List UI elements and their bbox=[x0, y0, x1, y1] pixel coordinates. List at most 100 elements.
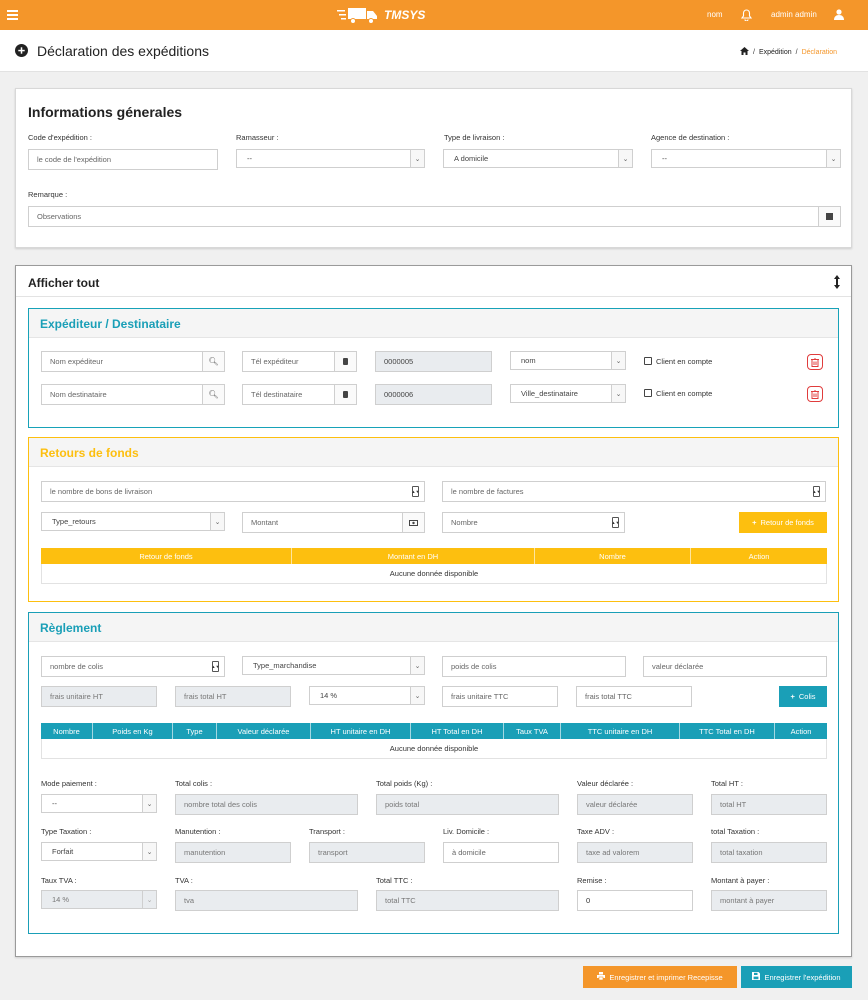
total-taxation-field: total taxation bbox=[711, 842, 827, 863]
taux-tva-select: 14 % ⌄ bbox=[41, 890, 157, 909]
remise-label: Remise : bbox=[577, 876, 607, 885]
liv-domicile-input[interactable]: à domicile bbox=[443, 842, 559, 863]
type-livraison-select[interactable]: A domicile ⌄ bbox=[443, 149, 633, 168]
nom-expediteur-input[interactable]: Nom expéditeur 🔍︎ bbox=[41, 351, 225, 372]
top-bar: TMSYS nom admin admin bbox=[0, 0, 868, 30]
search-icon[interactable]: 🔍︎ bbox=[202, 385, 224, 404]
nom-select[interactable]: nom ⌄ bbox=[510, 351, 626, 370]
colis-col-header: Taux TVA bbox=[504, 723, 561, 739]
poids-colis-input[interactable]: poids de colis bbox=[442, 656, 626, 677]
code-destinataire-field: 0000006 bbox=[375, 384, 492, 405]
general-info-title: Informations génerales bbox=[28, 104, 183, 120]
total-taxation-label: total Taxation : bbox=[711, 827, 760, 836]
factures-input[interactable]: le nombre de factures ▲▼ bbox=[442, 481, 826, 502]
spinner-icon[interactable]: ▲▼ bbox=[412, 486, 419, 497]
retours-col-header: Montant en DH bbox=[292, 548, 535, 564]
frais-total-ht-field: frais total HT bbox=[175, 686, 291, 707]
save-print-button[interactable]: Enregistrer et imprimer Recepisse bbox=[583, 966, 737, 988]
type-taxation-select[interactable]: Forfait ⌄ bbox=[41, 842, 157, 861]
total-ttc-field: total TTC bbox=[376, 890, 559, 911]
chevron-down-icon: ⌄ bbox=[611, 352, 625, 369]
total-colis-label: Total colis : bbox=[175, 779, 213, 788]
nombre-placeholder: Nombre bbox=[451, 518, 478, 527]
brand-name: TMSYS bbox=[384, 8, 426, 22]
bons-livraison-input[interactable]: le nombre de bons de livraison ▲▼ bbox=[41, 481, 425, 502]
colis-button-label: Colis bbox=[798, 692, 816, 701]
reglement-title: Règlement bbox=[40, 621, 102, 635]
montant-payer-label: Montant à payer : bbox=[711, 876, 770, 885]
frais-total-ttc-input[interactable]: frais total TTC bbox=[576, 686, 692, 707]
tva-select[interactable]: 14 % ⌄ bbox=[309, 686, 425, 705]
remise-input[interactable]: 0 bbox=[577, 890, 693, 911]
chevron-down-icon: ⌄ bbox=[142, 843, 156, 860]
nom-destinataire-input[interactable]: Nom destinataire 🔍︎ bbox=[41, 384, 225, 405]
colis-col-header: HT unitaire en DH bbox=[311, 723, 411, 739]
delete-expediteur-trash-icon[interactable] bbox=[807, 354, 823, 370]
delete-destinataire-trash-icon[interactable] bbox=[807, 386, 823, 402]
montant-placeholder: Montant bbox=[251, 518, 279, 527]
factures-placeholder: le nombre de factures bbox=[451, 487, 524, 496]
tel-expediteur-input[interactable]: Tél expéditeur bbox=[242, 351, 357, 372]
top-nom-link[interactable]: nom bbox=[707, 10, 723, 19]
retours-section: Retours de fonds bbox=[28, 437, 839, 602]
client-compte-dest-checkbox[interactable] bbox=[644, 389, 652, 397]
breadcrumb-expedition[interactable]: Expédition bbox=[758, 48, 792, 56]
nombre-input[interactable]: Nombre ▲▼ bbox=[442, 512, 625, 533]
type-marchandise-value: Type_marchandise bbox=[253, 661, 317, 670]
spinner-icon[interactable]: ▲▼ bbox=[612, 517, 619, 528]
user-name[interactable]: admin admin bbox=[771, 10, 817, 19]
afficher-tout-title: Afficher tout bbox=[28, 276, 100, 290]
mode-paiement-select[interactable]: -- ⌄ bbox=[41, 794, 157, 813]
colis-col-header: Valeur déclarée bbox=[217, 723, 311, 739]
home-icon[interactable] bbox=[740, 47, 749, 57]
search-icon[interactable]: 🔍︎ bbox=[202, 352, 224, 371]
notification-bell-icon[interactable] bbox=[740, 9, 753, 22]
ville-destinataire-select[interactable]: Ville_destinataire ⌄ bbox=[510, 384, 626, 403]
colis-col-header: Type bbox=[173, 723, 217, 739]
save-expedition-button[interactable]: Enregistrer l'expédition bbox=[741, 966, 852, 988]
colis-col-header: TTC unitaire en DH bbox=[561, 723, 680, 739]
client-compte-checkbox[interactable] bbox=[644, 357, 652, 365]
code-input[interactable]: le code de l'expédition bbox=[28, 149, 218, 170]
ramasseur-select[interactable]: -- ⌄ bbox=[236, 149, 425, 168]
general-info-card: Informations génerales Code d'expédition… bbox=[15, 88, 852, 248]
nom-destinataire-placeholder: Nom destinataire bbox=[50, 390, 107, 399]
add-colis-button[interactable]: + Colis bbox=[779, 686, 827, 707]
ramasseur-label: Ramasseur : bbox=[236, 133, 279, 142]
taux-tva-label: Taux TVA : bbox=[41, 876, 77, 885]
retour-button-label: Retour de fonds bbox=[760, 518, 814, 527]
valeur-declaree-total-label: Valeur déclarée : bbox=[577, 779, 634, 788]
expand-vertical-icon[interactable] bbox=[833, 275, 841, 289]
total-ttc-label: Total TTC : bbox=[376, 876, 413, 885]
total-poids-field: poids total bbox=[376, 794, 559, 815]
spinner-icon[interactable]: ▲▼ bbox=[212, 661, 219, 672]
retours-col-header: Action bbox=[691, 548, 827, 564]
tel-expediteur-placeholder: Tél expéditeur bbox=[251, 357, 299, 366]
nombre-colis-input[interactable]: nombre de colis ▲▼ bbox=[41, 656, 225, 677]
agence-value: -- bbox=[662, 154, 667, 163]
phone-icon bbox=[334, 352, 356, 371]
frais-unitaire-ttc-input[interactable]: frais unitaire TTC bbox=[442, 686, 558, 707]
valeur-declaree-input[interactable]: valeur déclarée bbox=[643, 656, 827, 677]
breadcrumb-declaration: Déclaration bbox=[801, 48, 838, 56]
money-icon bbox=[402, 513, 424, 532]
remarque-input[interactable]: Observations bbox=[28, 206, 841, 227]
tel-destinataire-input[interactable]: Tél destinataire bbox=[242, 384, 357, 405]
chevron-down-icon: ⌄ bbox=[826, 150, 840, 167]
montant-input[interactable]: Montant bbox=[242, 512, 425, 533]
ville-select-value: Ville_destinataire bbox=[521, 389, 578, 398]
total-colis-field: nombre total des colis bbox=[175, 794, 358, 815]
spinner-icon[interactable]: ▲▼ bbox=[813, 486, 820, 497]
client-compte-dest-label: Client en compte bbox=[656, 389, 713, 398]
save-print-label: Enregistrer et imprimer Recepisse bbox=[609, 972, 723, 982]
agence-select[interactable]: -- ⌄ bbox=[651, 149, 841, 168]
type-marchandise-select[interactable]: Type_marchandise ⌄ bbox=[242, 656, 425, 675]
user-icon[interactable] bbox=[834, 9, 844, 20]
plus-icon: + bbox=[790, 692, 795, 701]
type-retours-select[interactable]: Type_retours ⌄ bbox=[41, 512, 225, 531]
retours-header: Retours de fonds bbox=[29, 438, 838, 467]
menu-icon[interactable] bbox=[7, 10, 18, 20]
expediteur-section: Expéditeur / Destinataire bbox=[28, 308, 839, 428]
transport-label: Transport : bbox=[309, 827, 345, 836]
retour-de-fonds-button[interactable]: + Retour de fonds bbox=[739, 512, 827, 533]
